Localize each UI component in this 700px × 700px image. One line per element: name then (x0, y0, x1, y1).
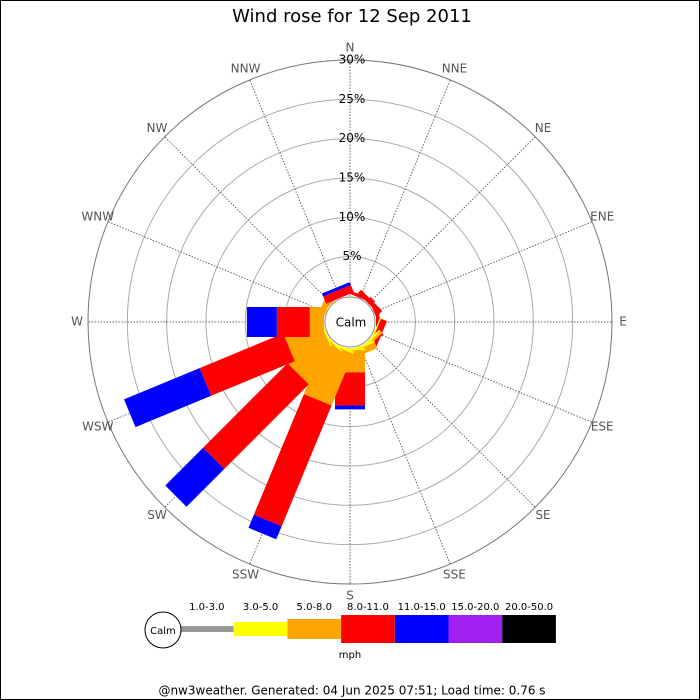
calm-circle (324, 296, 376, 348)
bar-segment (323, 285, 354, 304)
chart-title: Wind rose for 12 Sep 2011 (232, 6, 472, 27)
legend-swatch (502, 615, 556, 643)
legend-label: 15.0-20.0 (451, 602, 499, 613)
direction-label: WNW (81, 210, 114, 224)
r-tick-label: 10% (339, 210, 366, 224)
r-tick-label: 5% (342, 249, 361, 263)
spoke (359, 345, 451, 565)
spoke (107, 221, 327, 313)
direction-label: ESE (591, 419, 614, 433)
direction-label: SSW (232, 568, 259, 582)
spoke (249, 79, 341, 299)
legend-calm: Calm (150, 626, 176, 637)
r-tick-label: 25% (339, 92, 366, 106)
spoke (368, 340, 536, 508)
legend-label: 11.0-15.0 (398, 602, 446, 613)
bar-segment (203, 363, 309, 469)
legend-label: 20.0-50.0 (505, 602, 553, 613)
grid-ring (87, 59, 613, 585)
bar-segment (276, 307, 310, 337)
r-tick-label: 15% (339, 171, 366, 185)
direction-label: NNW (231, 61, 261, 75)
spoke (164, 136, 332, 304)
direction-label: SE (535, 508, 550, 522)
direction-label: SW (147, 508, 167, 522)
legend-label: 8.0-11.0 (347, 602, 389, 613)
legend-swatch (341, 615, 395, 643)
bar-segment (199, 333, 295, 396)
legend-swatch (448, 615, 503, 643)
spoke (373, 221, 593, 313)
direction-label: SSE (443, 568, 466, 582)
calm-label: Calm (336, 316, 367, 330)
direction-label: WSW (82, 419, 113, 433)
legend-calm-circle (144, 611, 182, 649)
direction-label: E (619, 315, 627, 329)
bar-segment (248, 514, 282, 540)
legend-label: 5.0-8.0 (297, 602, 332, 613)
spoke (368, 136, 536, 304)
bar-segment (246, 307, 277, 337)
direction-label: S (346, 589, 354, 603)
legend-label: 1.0-3.0 (189, 602, 224, 613)
grid-ring (126, 98, 574, 546)
bar-segment (322, 282, 351, 297)
legend-unit: mph (339, 650, 361, 661)
legend-swatch (233, 622, 288, 636)
bar-segment (124, 368, 212, 428)
bar-segment (253, 394, 332, 527)
bar-segment (303, 342, 353, 406)
legend-swatch (394, 615, 449, 643)
legend-label: 3.0-5.0 (243, 602, 278, 613)
bar-segment (335, 405, 365, 410)
direction-label: NW (147, 121, 168, 135)
footer: @nw3weather. Generated: 04 Jun 2025 07:5… (158, 684, 545, 698)
direction-label: N (346, 41, 355, 55)
direction-label: NNE (442, 61, 468, 75)
bar-segment (165, 447, 225, 507)
bar-segment (335, 372, 365, 406)
direction-label: ENE (590, 210, 614, 224)
legend-swatch (180, 626, 234, 632)
spoke (373, 331, 593, 423)
r-tick-label: 30% (339, 53, 366, 67)
r-tick-label: 20% (339, 131, 366, 145)
direction-label: W (71, 315, 83, 329)
direction-label: NE (535, 121, 552, 135)
spoke (359, 79, 451, 299)
legend-swatch (287, 619, 342, 639)
